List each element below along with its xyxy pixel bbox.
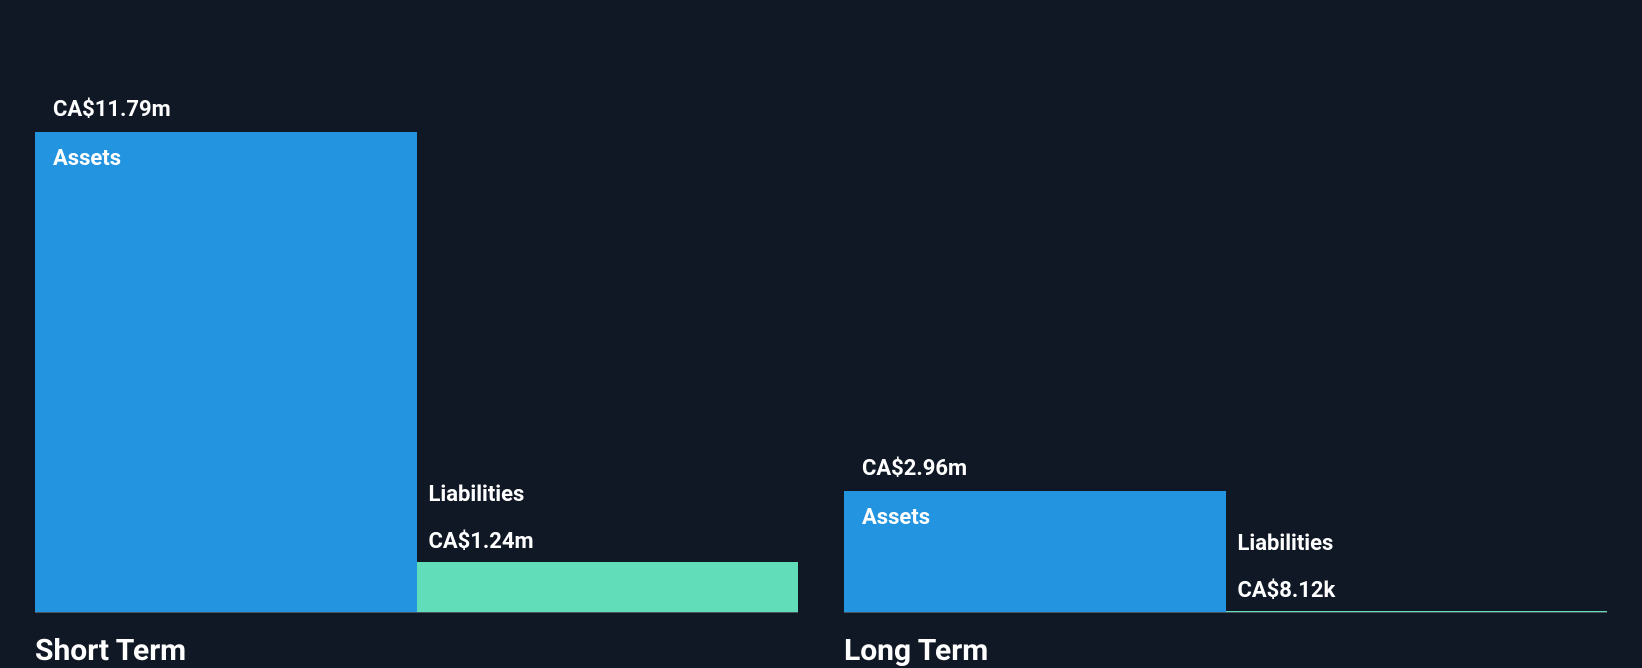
bar-outside-labels: Liabilities CA$1.24m (417, 482, 799, 562)
bar-assets: Assets (35, 132, 417, 612)
bar-value-label: CA$11.79m (35, 97, 417, 132)
group-short-term: CA$11.79m Assets Liabilities CA$1.24m Sh… (35, 0, 798, 668)
bar-value-label: CA$8.12k (1238, 578, 1608, 603)
group-title: Short Term (35, 613, 798, 668)
bar-wrap-assets: CA$11.79m Assets (35, 0, 417, 612)
bar-outside-labels: Liabilities CA$8.12k (1226, 531, 1608, 611)
balance-chart: CA$11.79m Assets Liabilities CA$1.24m Sh… (0, 0, 1642, 668)
bar-liabilities (417, 562, 799, 612)
chart-area: CA$11.79m Assets Liabilities CA$1.24m (35, 0, 798, 613)
bar-type-label: Liabilities (429, 482, 799, 507)
bar-wrap-liabilities: Liabilities CA$1.24m (417, 0, 799, 612)
bar-wrap-assets: CA$2.96m Assets (844, 0, 1226, 612)
bar-assets: Assets (844, 491, 1226, 612)
bar-type-label: Liabilities (1238, 531, 1608, 556)
bar-value-label: CA$1.24m (429, 529, 799, 554)
bar-type-label: Assets (844, 491, 1226, 530)
chart-area: CA$2.96m Assets Liabilities CA$8.12k (844, 0, 1607, 613)
bar-type-label: Assets (35, 132, 417, 171)
bar-value-label: CA$2.96m (844, 456, 1226, 491)
bar-liabilities (1226, 611, 1608, 612)
group-long-term: CA$2.96m Assets Liabilities CA$8.12k Lon… (844, 0, 1607, 668)
group-title: Long Term (844, 613, 1607, 668)
bar-wrap-liabilities: Liabilities CA$8.12k (1226, 0, 1608, 612)
